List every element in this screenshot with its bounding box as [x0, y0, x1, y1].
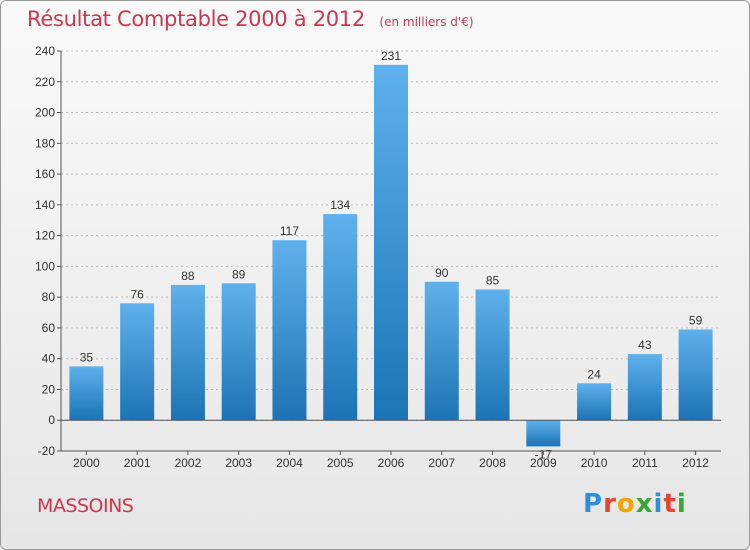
bar	[424, 281, 459, 421]
x-tick-label: 2005	[327, 456, 354, 470]
bar	[678, 329, 713, 421]
y-tick-label: 240	[35, 44, 55, 58]
logo-letter: i	[653, 489, 664, 519]
x-tick-label: 2004	[276, 456, 303, 470]
bar-value-label: 117	[280, 224, 299, 238]
y-tick-label: 200	[35, 106, 55, 120]
bar	[323, 214, 358, 421]
x-tick-label: 2001	[124, 456, 151, 470]
bar-value-label: 90	[435, 266, 449, 280]
logo-letter: o	[616, 489, 636, 519]
bar	[577, 383, 612, 421]
y-tick-label: -20	[38, 444, 56, 458]
bar	[475, 289, 510, 421]
x-tick-label: 2007	[428, 456, 455, 470]
bar	[526, 420, 561, 447]
x-tick-label: 2011	[632, 456, 658, 470]
logo-letter: t	[663, 489, 677, 519]
y-tick-label: 120	[35, 229, 55, 243]
bar	[120, 303, 155, 421]
bar	[221, 283, 256, 421]
y-tick-label: 140	[35, 198, 55, 212]
y-tick-label: 0	[48, 413, 55, 427]
y-tick-label: 60	[42, 321, 56, 335]
x-tick-label: 2008	[479, 456, 506, 470]
bar-value-label: 231	[381, 49, 401, 63]
x-tick-label: 2012	[682, 456, 709, 470]
y-tick-label: 40	[42, 352, 56, 366]
y-tick-label: 100	[35, 259, 55, 273]
x-tick-label: 2003	[225, 456, 252, 470]
bar-value-label: 134	[330, 198, 350, 212]
y-tick-label: 80	[42, 290, 56, 304]
bar-value-label: 85	[486, 273, 500, 287]
logo-letter: i	[676, 489, 687, 519]
bar	[272, 240, 307, 421]
chart-subtitle: (en milliers d'€)	[379, 15, 474, 29]
proxiti-logo: Proxiti	[583, 489, 687, 519]
bar-value-label: 43	[638, 338, 652, 352]
logo-letter: x	[635, 489, 654, 519]
chart-title: Résultat Comptable 2000 à 2012	[27, 7, 365, 31]
title-row: Résultat Comptable 2000 à 2012 (en milli…	[27, 7, 474, 31]
x-tick-label: 2006	[378, 456, 405, 470]
x-tick-label: 2010	[581, 456, 608, 470]
bar	[170, 284, 205, 421]
x-tick-label: 2000	[73, 456, 100, 470]
logo-letter: P	[583, 489, 604, 519]
commune-name: MASSOINS	[37, 495, 134, 517]
y-tick-label: 160	[35, 167, 55, 181]
bar-value-label: 24	[587, 367, 601, 381]
x-tick-label: 2009	[530, 456, 557, 470]
bar	[627, 354, 662, 421]
bars	[69, 64, 713, 447]
bar-value-label: 88	[181, 269, 195, 283]
y-tick-label: 20	[42, 382, 56, 396]
y-tick-label: 220	[35, 75, 55, 89]
logo-letter: r	[603, 489, 617, 519]
bar	[69, 366, 104, 421]
bar-value-label: 89	[232, 267, 246, 281]
bar-value-label: 59	[689, 313, 703, 327]
bar-value-label: 35	[80, 350, 94, 364]
x-tick-label: 2002	[175, 456, 202, 470]
bar-value-label: 76	[130, 287, 144, 301]
y-tick-label: 180	[35, 136, 55, 150]
bar	[374, 64, 408, 421]
axes: -20 0 20 40 60 80 100 120 140 160 180 200 220 240 2000…	[35, 44, 721, 470]
